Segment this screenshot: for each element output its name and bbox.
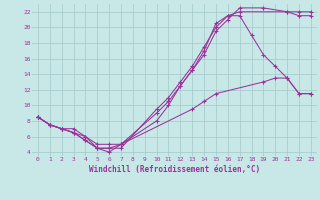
X-axis label: Windchill (Refroidissement éolien,°C): Windchill (Refroidissement éolien,°C) [89,165,260,174]
